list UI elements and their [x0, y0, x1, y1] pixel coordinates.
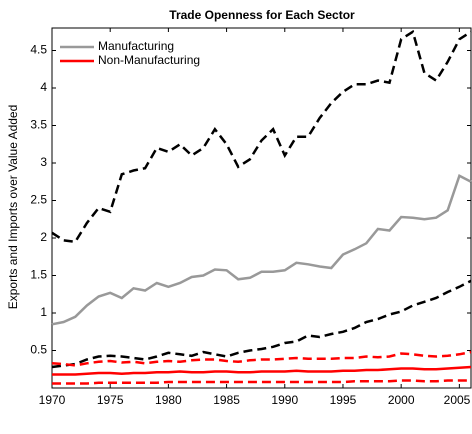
y-tick-label: 4 [40, 80, 47, 94]
series-line [52, 379, 471, 385]
x-tick-label: 1980 [155, 393, 182, 407]
y-tick-label: 2 [40, 230, 47, 244]
legend-label: Non-Manufacturing [98, 53, 200, 67]
y-tick-label: 1.5 [30, 268, 47, 282]
series-line [51, 29, 472, 244]
chart-title: Trade Openness for Each Sector [169, 8, 355, 22]
axes-box [51, 27, 472, 389]
x-tick-label: 1975 [97, 393, 124, 407]
x-tick-label: 1995 [330, 393, 357, 407]
x-tick-label: 2005 [444, 393, 471, 407]
y-tick-label: 2.5 [30, 193, 47, 207]
series-line [52, 365, 472, 376]
y-tick-label: 3.5 [30, 118, 47, 132]
y-axis-label: Exports and Imports over Value Added [6, 105, 20, 310]
y-tick-label: 0.5 [30, 343, 47, 357]
series-line [51, 350, 472, 367]
x-tick-label: 1990 [271, 393, 298, 407]
x-tick-label: 1985 [213, 393, 240, 407]
legend-label: Manufacturing [98, 39, 174, 53]
series-line [51, 279, 472, 369]
y-tick-label: 3 [40, 155, 47, 169]
y-tick-label: 1 [40, 305, 47, 319]
x-tick-label: 2000 [388, 393, 415, 407]
y-tick-label: 4.5 [30, 43, 47, 57]
series-line [51, 174, 472, 326]
x-tick-label: 1970 [39, 393, 66, 407]
